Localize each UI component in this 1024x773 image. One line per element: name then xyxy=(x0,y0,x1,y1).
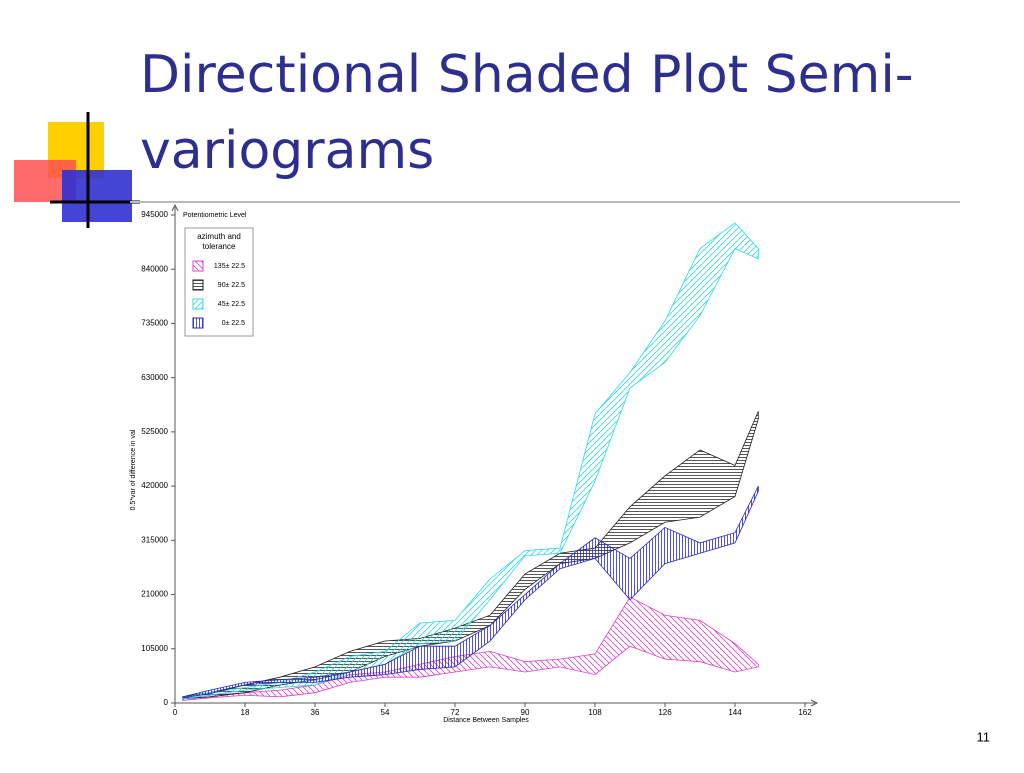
slide-title: variograms xyxy=(140,121,434,181)
legend-swatch xyxy=(192,298,204,310)
legend-label: 45± 22.5 xyxy=(218,301,245,308)
x-axis-label: Distance Between Samples xyxy=(443,717,529,724)
y-tick-label: 525000 xyxy=(141,427,168,436)
y-axis-label: 0.5*var of difference in val xyxy=(130,429,137,510)
legend-swatch xyxy=(192,260,204,272)
legend-label: 0± 22.5 xyxy=(222,320,245,327)
band xyxy=(182,485,759,699)
legend-swatch xyxy=(192,317,204,329)
legend-title: azimuth and tolerance xyxy=(197,232,241,251)
x-tick-label: 0 xyxy=(173,708,178,717)
x-tick-label: 54 xyxy=(381,708,390,717)
y-tick-label: 735000 xyxy=(141,319,168,328)
x-tick-label: 18 xyxy=(241,708,250,717)
y-tick-label: 630000 xyxy=(141,373,168,382)
deco-square xyxy=(62,170,132,222)
x-tick-label: 90 xyxy=(521,708,530,717)
axis-arrow xyxy=(171,203,179,212)
x-tick-label: 36 xyxy=(311,708,320,717)
y-tick-label: 105000 xyxy=(141,644,168,653)
axis-arrow xyxy=(810,699,819,707)
page-number: 11 xyxy=(977,729,991,744)
y-tick-label: 315000 xyxy=(141,535,168,544)
x-tick-label: 108 xyxy=(588,708,602,717)
chart-title: Potentiometric Level xyxy=(183,212,247,219)
legend-label: 135± 22.5 xyxy=(214,263,245,270)
y-tick-label: 210000 xyxy=(141,590,168,599)
x-tick-label: 144 xyxy=(728,708,742,717)
x-tick-label: 162 xyxy=(798,708,812,717)
x-tick-label: 72 xyxy=(451,708,460,717)
y-tick-label: 0 xyxy=(164,698,169,707)
y-tick-label: 840000 xyxy=(141,264,168,273)
y-tick-label: 420000 xyxy=(141,481,168,490)
legend-swatch xyxy=(192,279,204,291)
legend-label: 90± 22.5 xyxy=(218,282,245,289)
x-tick-label: 126 xyxy=(658,708,672,717)
slide-title: Directional Shaded Plot Semi- xyxy=(140,45,914,105)
y-tick-label: 945000 xyxy=(141,210,168,219)
